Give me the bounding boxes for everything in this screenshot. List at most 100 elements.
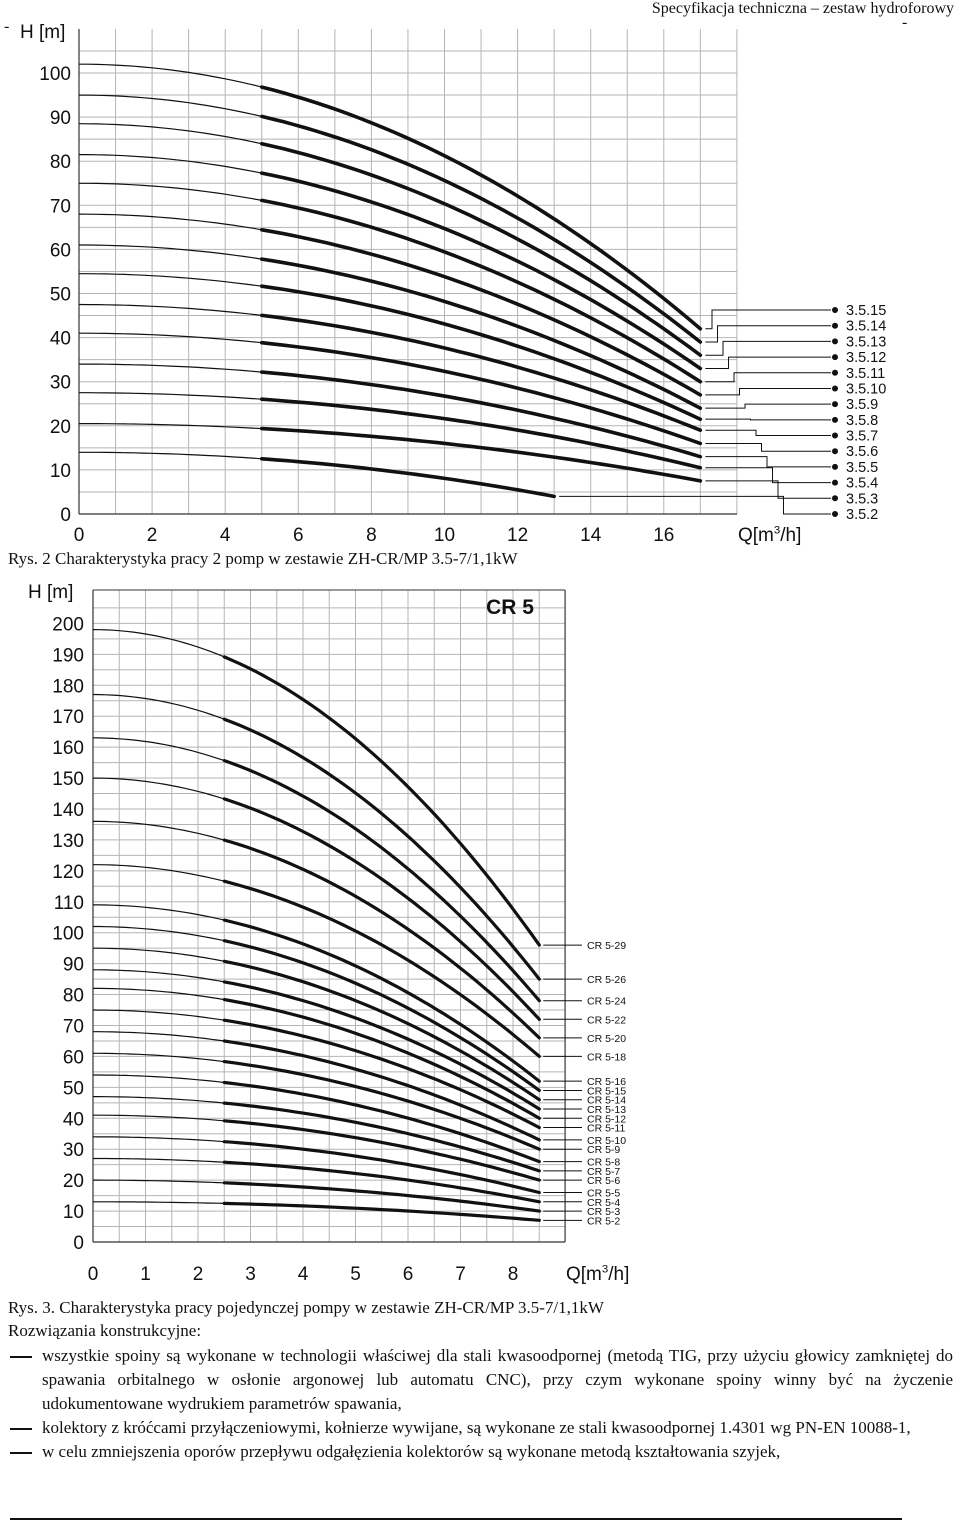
y-tick-label: 190 [52,645,84,666]
curve-cr-5-10 [222,1039,541,1142]
x-tick-label: 7 [455,1264,466,1285]
curve-3-5-4 [260,397,703,470]
legend-label-3-5-8: 3.5.8 [846,413,878,429]
leader-line-3-5-9 [705,403,831,409]
legend-dot-3-5-6 [832,448,838,455]
x-tick-label: 8 [366,525,377,546]
curve-3-5-12 [260,171,703,371]
legend-dot-3-5-10 [832,385,838,392]
x-tick-label: 16 [653,525,674,546]
legend-label-cr-5-15: CR 5-15 [587,1085,626,1097]
y-tick-label: 110 [54,893,84,914]
legend-label-3-5-10: 3.5.10 [846,381,886,397]
bullet-item-collectors: kolektory z króćcami przyłączeniowymi, k… [8,1416,953,1440]
legend-dot-3-5-14 [832,322,838,329]
y-tick-label: 80 [63,986,84,1007]
legend-label-cr-5-4: CR 5-4 [587,1197,620,1209]
x-tick-label: 3 [245,1264,256,1285]
curve-cr-5-7-thin [93,1096,225,1104]
y-tick-label: 90 [50,108,71,129]
legend-label-3-5-5: 3.5.5 [846,460,878,476]
curve-cr-5-15 [222,939,541,1092]
x-tick-label: 14 [580,525,602,546]
curve-cr-5-16-thin [93,904,225,921]
legend-label-cr-5-24: CR 5-24 [587,996,626,1008]
pump-curve-chart-cr5: CR 5010203040506070809010011012013014015… [28,582,629,1285]
curve-3-5-6 [260,340,703,446]
legend-label-3-5-6: 3.5.6 [846,444,878,460]
y-tick-label: 20 [63,1171,84,1192]
curve-cr-5-2 [222,1201,541,1222]
curve-3-5-13 [260,141,703,357]
leader-line-3-5-5 [705,456,831,468]
x-tick-label: 6 [293,525,304,546]
curve-cr-5-22-thin [93,777,225,800]
bullet-item-branches: w celu zmniejszenia oporów przepływu odg… [8,1440,953,1464]
header-dash-right: - [902,14,908,31]
leader-line-3-5-10 [705,387,831,396]
y-tick-label: 40 [63,1109,84,1130]
y-tick-label: 10 [63,1202,84,1223]
legend-label-cr-5-29: CR 5-29 [587,940,626,952]
legend-label-3-5-9: 3.5.9 [846,397,878,413]
leader-line-3-5-12 [705,356,831,369]
x-tick-label: 8 [508,1264,519,1285]
x-tick-label: 10 [434,525,455,546]
curve-cr-5-4-thin [93,1157,225,1163]
leader-line-3-5-13 [705,340,831,356]
x-tick-label: 0 [74,525,85,546]
y-axis-title: H [m] [28,582,73,603]
curve-cr-5-5-thin [92,1136,225,1143]
legend-label-cr-5-22: CR 5-22 [587,1014,626,1026]
figure-caption-3: Rys. 3. Charakterystyka pracy pojedyncze… [8,1298,604,1317]
legend-label-cr-5-13: CR 5-13 [587,1104,626,1116]
x-tick-label: 4 [220,525,231,546]
curve-cr-5-13-thin [93,969,225,983]
curve-cr-5-12 [222,998,541,1120]
curve-cr-5-18 [222,879,541,1058]
y-tick-label: 200 [52,614,84,635]
curve-cr-5-3-thin [93,1179,225,1184]
curve-cr-5-6-thin [93,1114,225,1122]
leader-line-3-5-11 [705,372,831,383]
leader-line-3-5-14 [705,325,831,343]
curve-3-5-14-thin [79,94,262,117]
curve-3-5-5 [260,370,703,459]
y-tick-label: 10 [50,461,71,482]
curve-cr-5-2-thin [93,1201,225,1204]
curve-cr-5-4 [222,1160,541,1204]
legend-label-cr-5-9: CR 5-9 [587,1144,620,1156]
legend-label-cr-5-16: CR 5-16 [587,1076,626,1088]
y-axis-title: H [m] [20,22,65,43]
legend-dot-3-5-5 [832,463,838,470]
leader-line-3-5-7 [705,429,831,437]
y-tick-label: 70 [50,196,71,217]
curve-cr-5-18-thin [93,864,225,882]
legend-label-cr-5-3: CR 5-3 [587,1206,620,1218]
curve-3-5-12-thin [79,154,262,174]
y-tick-label: 180 [52,676,84,697]
legend-label-cr-5-5: CR 5-5 [587,1188,620,1200]
curve-3-5-2 [260,457,556,499]
y-tick-label: 100 [52,924,84,945]
curve-3-5-13-thin [78,123,262,145]
legend-label-3-5-15: 3.5.15 [846,303,886,319]
curve-cr-5-22 [222,797,541,1021]
legend-dot-3-5-11 [832,369,838,376]
y-tick-label: 20 [50,417,71,438]
curve-3-5-8 [260,284,703,421]
curve-cr-5-3 [222,1181,541,1213]
y-tick-label: 30 [63,1140,84,1161]
curve-cr-5-12-thin [93,987,225,1001]
curve-3-5-15-thin [79,63,262,88]
curve-3-5-6-thin [79,332,262,344]
legend-label-cr-5-2: CR 5-2 [587,1215,620,1227]
curve-3-5-14 [260,114,703,344]
leader-line-3-5-8 [705,418,831,421]
curve-3-5-2-thin [79,451,262,460]
leader-line-3-5-6 [705,442,831,452]
chart-title: CR 5 [486,596,534,619]
y-tick-label: 140 [52,800,84,821]
curve-cr-5-6 [222,1119,541,1182]
y-tick-label: 40 [50,329,71,350]
